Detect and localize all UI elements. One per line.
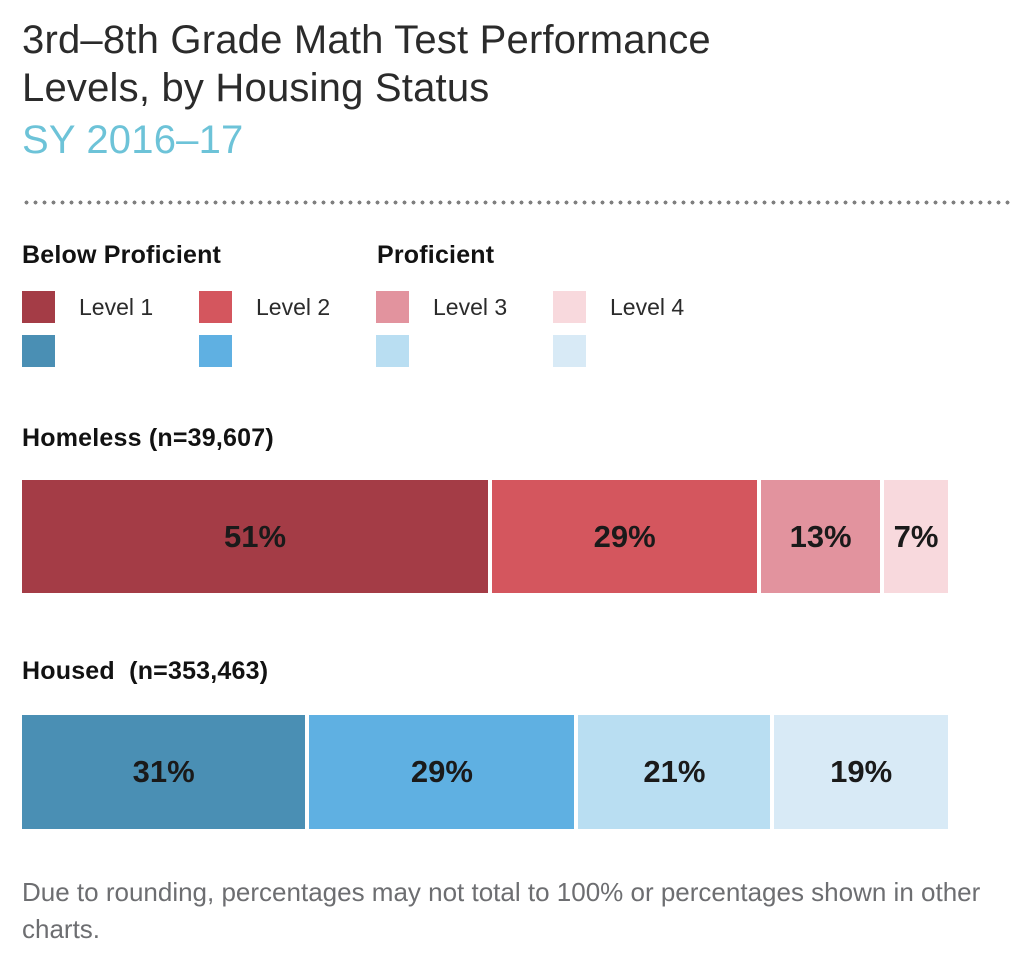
chart-title-line-1: 3rd–8th Grade Math Test Performance [22, 18, 711, 62]
bar-group-label-housed: Housed (n=353,463) [22, 657, 269, 685]
legend-level-label: Level 1 [79, 293, 154, 320]
bar-segment-housed-level-2: 29% [309, 715, 575, 829]
bar-segment-housed-level-4: 19% [774, 715, 948, 829]
legend-group-heading-below-proficient: Below Proficient [22, 241, 222, 269]
bar-group-label-homeless: Homeless (n=39,607) [22, 424, 274, 452]
dotted-divider [22, 200, 1014, 205]
legend-swatch-homeless-level-2 [199, 291, 232, 323]
legend-group-headings: Below Proficient Proficient [22, 241, 1014, 270]
bar-value-label: 13% [789, 518, 852, 554]
legend-swatch-housed-level-3 [376, 335, 409, 367]
bar-value-label: 51% [224, 518, 287, 554]
legend-item-housed-level-4 [553, 335, 730, 367]
legend-swatch-housed-level-2 [199, 335, 232, 367]
legend-item-housed-level-2 [199, 335, 376, 367]
legend-level-label: Level 3 [433, 293, 508, 320]
bar-value-label: 19% [830, 754, 893, 789]
bar-segment-homeless-level-3: 13% [761, 480, 881, 593]
legend-row-homeless-colors: Level 1 Level 2 Level 3 Level 4 [22, 291, 1014, 323]
legend-swatch-homeless-level-1 [22, 291, 55, 323]
bar-value-label: 29% [410, 754, 473, 789]
legend: Below Proficient Proficient Level 1 Level… [22, 241, 1014, 367]
legend-group-heading-proficient: Proficient [377, 241, 495, 269]
bar-segment-housed-level-3: 21% [578, 715, 771, 829]
legend-item-homeless-level-1: Level 1 [22, 291, 199, 323]
bar-value-label: 29% [593, 518, 656, 554]
legend-swatch-homeless-level-4 [553, 291, 586, 323]
bar-row-homeless: 51% 29% 13% 7% [22, 480, 948, 593]
legend-item-homeless-level-4: Level 4 [553, 291, 730, 323]
bar-segment-housed-level-1: 31% [22, 715, 306, 829]
chart-subtitle: SY 2016–17 [22, 118, 244, 162]
legend-item-housed-level-3 [376, 335, 553, 367]
bar-segment-homeless-level-4: 7% [884, 480, 948, 593]
legend-item-housed-level-1 [22, 335, 199, 367]
bar-value-label: 31% [132, 754, 195, 789]
legend-swatch-homeless-level-3 [376, 291, 409, 323]
legend-row-housed-colors [22, 335, 1014, 367]
legend-swatch-housed-level-1 [22, 335, 55, 367]
bar-value-label: 7% [893, 518, 939, 554]
bar-segment-homeless-level-1: 51% [22, 480, 489, 593]
chart-title: 3rd–8th Grade Math Test Performance Leve… [22, 16, 1014, 112]
footnote: Due to rounding, percentages may not tot… [22, 877, 981, 944]
bar-segment-homeless-level-2: 29% [492, 480, 758, 593]
legend-item-homeless-level-3: Level 3 [376, 291, 553, 323]
legend-swatch-housed-level-4 [553, 335, 586, 367]
bar-row-housed: 31% 29% 21% 19% [22, 715, 948, 829]
chart-title-line-2: Levels, by Housing Status [22, 66, 490, 110]
legend-level-label: Level 2 [256, 293, 331, 320]
legend-level-label: Level 4 [610, 293, 685, 320]
legend-item-homeless-level-2: Level 2 [199, 291, 376, 323]
bar-value-label: 21% [643, 754, 706, 789]
